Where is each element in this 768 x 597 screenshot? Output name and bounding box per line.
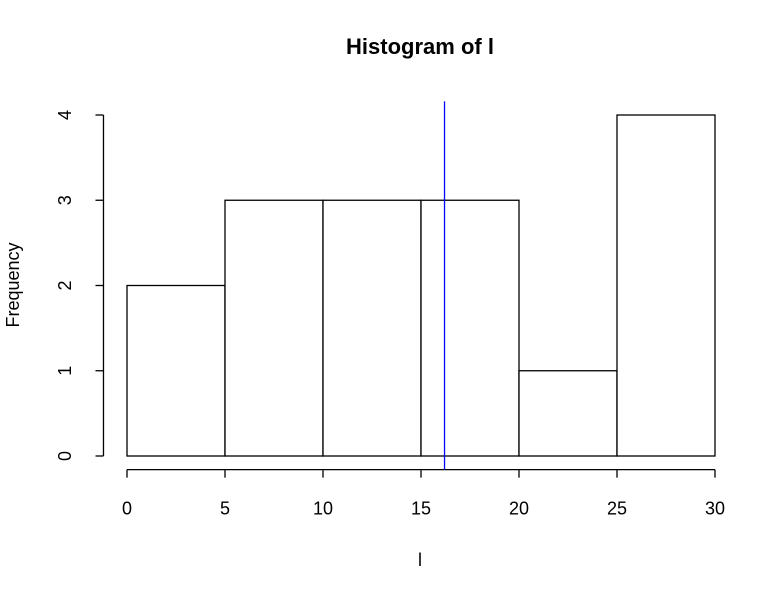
x-tick-label: 5: [220, 498, 230, 518]
y-tick-label: 4: [55, 110, 75, 120]
x-tick-label: 10: [313, 498, 333, 518]
bar: [420, 199, 520, 457]
y-axis-label: Frequency: [3, 242, 23, 327]
bar: [518, 370, 618, 457]
chart-title: Histogram of l: [346, 34, 494, 59]
y-tick-label: 3: [55, 195, 75, 205]
bar: [224, 199, 324, 457]
x-tick-label: 15: [411, 498, 431, 518]
y-tick-label: 1: [55, 366, 75, 376]
y-tick-label: 0: [55, 451, 75, 461]
y-tick-label: 2: [55, 280, 75, 290]
x-tick-label: 20: [509, 498, 529, 518]
x-tick-label: 30: [705, 498, 725, 518]
x-tick-label: 0: [122, 498, 132, 518]
bar: [616, 114, 716, 457]
x-axis-label: l: [418, 550, 422, 570]
bar: [126, 284, 226, 457]
x-tick-label: 25: [607, 498, 627, 518]
bar: [322, 199, 422, 457]
